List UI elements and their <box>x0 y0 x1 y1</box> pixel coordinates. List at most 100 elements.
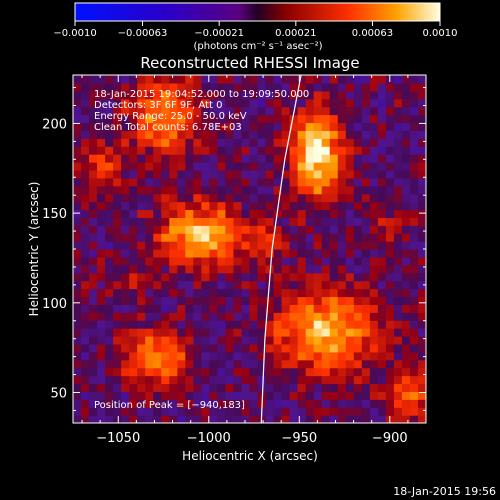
heatmap-pixel <box>137 272 146 282</box>
heatmap-pixel <box>313 122 323 131</box>
heatmap-pixel <box>265 82 275 92</box>
heatmap-pixel <box>193 169 202 179</box>
heatmap-pixel <box>201 367 210 377</box>
heatmap-pixel <box>121 343 130 353</box>
heatmap-pixel <box>161 241 170 250</box>
heatmap-pixel <box>169 288 178 298</box>
heatmap-pixel <box>345 122 355 131</box>
heatmap-pixel <box>193 130 202 139</box>
heatmap-pixel <box>281 336 291 345</box>
heatmap-pixel <box>289 130 299 139</box>
heatmap-pixel <box>225 98 235 108</box>
heatmap-pixel <box>121 146 130 155</box>
heatmap-pixel <box>145 162 154 171</box>
heatmap-pixel <box>297 359 307 369</box>
heatmap-pixel <box>97 256 106 266</box>
heatmap-pixel <box>121 154 130 163</box>
heatmap-pixel <box>241 415 251 423</box>
heatmap-pixel <box>161 162 170 171</box>
heatmap-pixel <box>369 138 379 147</box>
heatmap-pixel <box>385 185 395 195</box>
heatmap-pixel <box>329 154 339 163</box>
heatmap-pixel <box>361 351 371 361</box>
heatmap-pixel <box>337 122 347 131</box>
heatmap-pixel <box>129 415 138 423</box>
heatmap-pixel <box>137 177 146 187</box>
heatmap-pixel <box>113 407 122 416</box>
heatmap-pixel <box>401 241 411 250</box>
heatmap-pixel <box>337 328 347 337</box>
heatmap-pixel <box>289 415 299 423</box>
heatmap-pixel <box>409 312 419 321</box>
heatmap-pixel <box>273 272 283 282</box>
heatmap-pixel <box>177 122 186 131</box>
heatmap-pixel <box>217 201 227 211</box>
heatmap-pixel <box>169 106 178 116</box>
heatmap-pixel <box>385 106 395 116</box>
heatmap-pixel <box>185 383 194 392</box>
heatmap-pixel <box>105 114 114 124</box>
heatmap-pixel <box>137 193 146 203</box>
heatmap-pixel <box>73 312 82 321</box>
heatmap-pixel <box>265 241 275 250</box>
heatmap-pixel <box>273 75 283 84</box>
heatmap-pixel <box>329 225 339 234</box>
heatmap-pixel <box>257 359 267 369</box>
x-axis-label: Heliocentric X (arcsec) <box>182 449 318 463</box>
heatmap-pixel <box>129 209 138 218</box>
heatmap-pixel <box>81 288 90 298</box>
heatmap-pixel <box>257 367 267 377</box>
heatmap-pixel <box>313 399 323 408</box>
heatmap-pixel <box>161 272 170 282</box>
heatmap-pixel <box>337 201 347 211</box>
heatmap-pixel <box>369 114 379 124</box>
heatmap-pixel <box>177 114 186 124</box>
heatmap-pixel <box>401 320 411 329</box>
heatmap-pixel <box>193 90 202 100</box>
heatmap-pixel <box>385 241 395 250</box>
heatmap-pixel <box>329 415 339 423</box>
heatmap-pixel <box>81 169 90 179</box>
heatmap-pixel <box>185 114 194 124</box>
heatmap-pixel <box>113 225 122 234</box>
heatmap-pixel <box>201 399 210 408</box>
heatmap-pixel <box>409 233 419 242</box>
heatmap-pixel <box>113 328 122 337</box>
heatmap-pixel <box>137 407 146 416</box>
heatmap-pixel <box>289 312 299 321</box>
heatmap-pixel <box>161 233 170 242</box>
heatmap-pixel <box>81 82 90 92</box>
heatmap-pixel <box>305 130 315 139</box>
heatmap-pixel <box>305 185 315 195</box>
heatmap-pixel <box>97 90 106 100</box>
heatmap-pixel <box>257 304 267 313</box>
heatmap-pixel <box>257 209 267 218</box>
heatmap-pixel <box>233 98 243 108</box>
heatmap-pixel <box>201 154 210 163</box>
heatmap-pixel <box>113 399 122 408</box>
heatmap-pixel <box>201 351 210 361</box>
colorbar-tick-label: −0.0010 <box>53 28 96 39</box>
heatmap-pixel <box>409 351 419 361</box>
heatmap-pixel <box>313 138 323 147</box>
heatmap-pixel <box>233 90 243 100</box>
heatmap-pixel <box>321 106 331 116</box>
heatmap-pixel <box>401 82 411 92</box>
heatmap-pixel <box>169 201 178 211</box>
heatmap-pixel <box>313 177 323 187</box>
heatmap-pixel <box>289 233 299 242</box>
heatmap-pixel <box>345 399 355 408</box>
heatmap-pixel <box>97 320 106 329</box>
heatmap-pixel <box>361 98 371 108</box>
heatmap-pixel <box>81 367 90 377</box>
heatmap-pixel <box>73 217 82 226</box>
heatmap-pixel <box>361 320 371 329</box>
heatmap-pixel <box>393 177 403 187</box>
heatmap-pixel <box>225 312 235 321</box>
heatmap-pixel <box>169 415 178 423</box>
heatmap-pixel <box>353 415 363 423</box>
heatmap-pixel <box>81 233 90 242</box>
heatmap-pixel <box>369 328 379 337</box>
